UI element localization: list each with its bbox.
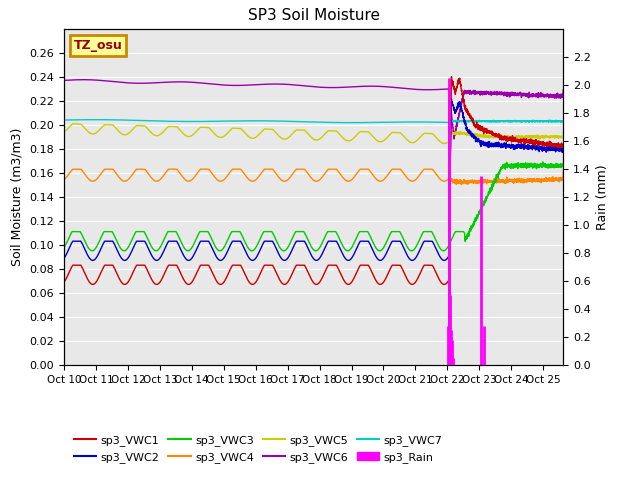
sp3_VWC2 xyxy=(362,239,369,244)
sp3_VWC4 xyxy=(66,170,74,176)
sp3_VWC5 xyxy=(559,134,567,140)
sp3_VWC2 xyxy=(60,255,68,261)
sp3_VWC6 xyxy=(392,84,399,90)
sp3_VWC3 xyxy=(66,233,74,239)
sp3_VWC3 xyxy=(211,243,219,249)
sp3_VWC7 xyxy=(112,117,120,123)
sp3_VWC6 xyxy=(362,84,369,89)
sp3_VWC1 xyxy=(89,281,97,287)
sp3_VWC3 xyxy=(60,245,68,251)
sp3_VWC5 xyxy=(207,127,215,133)
Line: sp3_VWC7: sp3_VWC7 xyxy=(64,120,563,123)
sp3_VWC3 xyxy=(207,235,215,241)
sp3_VWC7 xyxy=(362,120,369,125)
sp3_VWC1 xyxy=(559,143,567,148)
sp3_VWC6 xyxy=(451,136,458,142)
sp3_VWC6 xyxy=(80,77,88,83)
sp3_VWC3 xyxy=(152,248,160,253)
Line: sp3_VWC2: sp3_VWC2 xyxy=(64,99,563,260)
sp3_VWC5 xyxy=(392,130,399,135)
Y-axis label: Rain (mm): Rain (mm) xyxy=(596,164,609,229)
sp3_VWC1 xyxy=(60,279,68,285)
Y-axis label: Soil Moisture (m3/m3): Soil Moisture (m3/m3) xyxy=(11,128,24,266)
sp3_VWC5 xyxy=(362,129,369,134)
sp3_VWC5 xyxy=(211,132,219,137)
sp3_VWC6 xyxy=(60,78,68,84)
sp3_VWC4 xyxy=(112,170,120,176)
sp3_VWC1 xyxy=(211,276,219,282)
sp3_VWC7 xyxy=(211,119,219,124)
sp3_VWC1 xyxy=(392,262,399,268)
Legend: sp3_VWC1, sp3_VWC2, sp3_VWC3, sp3_VWC4, sp3_VWC5, sp3_VWC6, sp3_VWC7, sp3_Rain: sp3_VWC1, sp3_VWC2, sp3_VWC3, sp3_VWC4, … xyxy=(70,431,447,467)
sp3_VWC4 xyxy=(69,167,77,172)
sp3_VWC2 xyxy=(112,244,120,250)
sp3_VWC3 xyxy=(559,162,567,168)
sp3_VWC7 xyxy=(207,119,215,124)
Text: TZ_osu: TZ_osu xyxy=(74,39,123,52)
sp3_VWC4 xyxy=(458,182,465,188)
Line: sp3_VWC3: sp3_VWC3 xyxy=(64,162,563,251)
sp3_VWC2 xyxy=(66,244,74,250)
sp3_VWC2 xyxy=(207,243,215,249)
sp3_VWC4 xyxy=(211,175,219,180)
sp3_VWC3 xyxy=(539,159,547,165)
sp3_VWC6 xyxy=(211,82,219,87)
sp3_VWC4 xyxy=(362,167,369,172)
sp3_VWC2 xyxy=(211,252,219,258)
sp3_VWC5 xyxy=(69,121,77,127)
sp3_VWC4 xyxy=(392,167,399,172)
sp3_VWC3 xyxy=(392,229,399,235)
sp3_VWC7 xyxy=(60,117,68,123)
sp3_VWC4 xyxy=(60,177,68,183)
sp3_VWC1 xyxy=(66,268,74,274)
sp3_VWC1 xyxy=(362,262,369,268)
sp3_VWC6 xyxy=(207,81,215,87)
sp3_VWC1 xyxy=(207,267,215,273)
sp3_VWC7 xyxy=(348,120,355,126)
sp3_VWC7 xyxy=(66,117,74,123)
sp3_VWC5 xyxy=(60,129,68,135)
Line: sp3_VWC5: sp3_VWC5 xyxy=(64,124,563,144)
sp3_VWC5 xyxy=(66,124,74,130)
Line: sp3_VWC1: sp3_VWC1 xyxy=(64,77,563,284)
sp3_VWC3 xyxy=(362,229,369,235)
sp3_VWC2 xyxy=(559,147,567,153)
sp3_VWC4 xyxy=(559,168,567,174)
sp3_VWC4 xyxy=(207,169,215,175)
sp3_VWC7 xyxy=(92,117,100,122)
Line: sp3_VWC4: sp3_VWC4 xyxy=(64,169,563,185)
sp3_VWC1 xyxy=(112,268,120,274)
sp3_VWC2 xyxy=(89,257,97,263)
sp3_VWC6 xyxy=(66,77,74,83)
sp3_VWC6 xyxy=(112,79,120,85)
Title: SP3 Soil Moisture: SP3 Soil Moisture xyxy=(248,9,380,24)
sp3_VWC2 xyxy=(447,96,455,102)
sp3_VWC5 xyxy=(112,125,120,131)
Line: sp3_VWC6: sp3_VWC6 xyxy=(64,80,563,139)
sp3_VWC7 xyxy=(559,118,567,124)
sp3_VWC7 xyxy=(392,119,399,125)
sp3_VWC3 xyxy=(112,235,120,241)
sp3_VWC1 xyxy=(447,74,455,80)
sp3_VWC2 xyxy=(392,239,399,244)
sp3_VWC6 xyxy=(559,87,567,93)
sp3_VWC5 xyxy=(440,141,448,146)
